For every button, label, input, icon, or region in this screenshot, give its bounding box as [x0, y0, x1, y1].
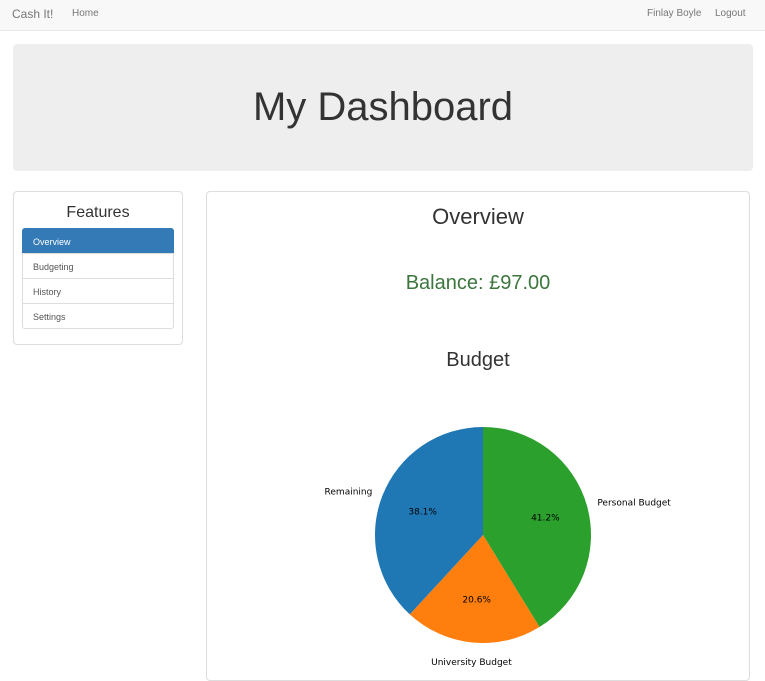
- overview-panel: Overview Balance: £97.00 Budget 41.2% Per…: [206, 191, 750, 681]
- nav-user-link[interactable]: Finlay Boyle: [647, 8, 702, 19]
- nav-home-link[interactable]: Home: [72, 8, 99, 19]
- features-title: Features: [66, 204, 130, 221]
- brand-link[interactable]: Cash It!: [12, 7, 54, 21]
- page-title: My Dashboard: [252, 85, 514, 129]
- sidebar-item-budgeting[interactable]: Budgeting: [22, 253, 174, 279]
- features-panel: Features Overview Budgeting History Sett…: [13, 191, 183, 345]
- feature-list: Overview Budgeting History Settings: [22, 228, 174, 329]
- navbar: Cash It! Home Finlay Boyle Logout: [0, 0, 765, 31]
- budget-pie-chart: 41.2% Personal Budget 20.6% University Budg…: [325, 427, 671, 668]
- dashboard-header: My Dashboard: [13, 44, 753, 171]
- overview-title: Overview: [432, 204, 524, 229]
- sidebar-item-overview[interactable]: Overview: [22, 228, 174, 254]
- sidebar-item-settings[interactable]: Settings: [22, 303, 174, 329]
- pie-slice-university-budget: [409, 535, 540, 643]
- pie-pct-label: 20.6%: [462, 595, 491, 605]
- sidebar-item-history[interactable]: History: [22, 278, 174, 304]
- pie-category-label: University Budget: [431, 658, 512, 668]
- pie-slice-personal-budget: [483, 427, 591, 628]
- pie-category-label: Remaining: [325, 488, 373, 498]
- budget-title: Budget: [446, 349, 510, 371]
- pie-pct-label: 41.2%: [531, 513, 560, 523]
- nav-logout-link[interactable]: Logout: [715, 8, 746, 19]
- pie-category-label: Personal Budget: [597, 499, 671, 509]
- balance-text: Balance: £97.00: [405, 272, 551, 294]
- pie-slice-remaining: [375, 427, 483, 615]
- pie-pct-label: 38.1%: [408, 507, 437, 517]
